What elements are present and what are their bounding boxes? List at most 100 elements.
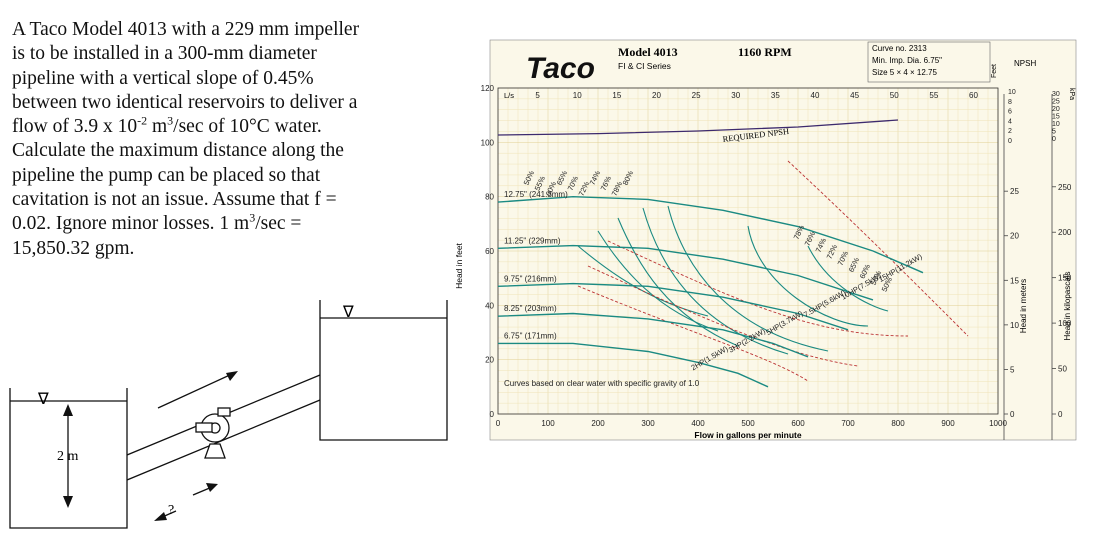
npsh-feet-tick: 4 <box>1008 118 1012 125</box>
meter-tick-label: 0 <box>1010 410 1015 419</box>
impeller-curve-label: 6.75" (171mm) <box>504 331 557 340</box>
ls-tick-label: 30 <box>731 91 740 100</box>
y-tick-label: 100 <box>481 138 495 147</box>
npsh-required-curve <box>497 119 899 136</box>
problem-line: 15,850.32 gpm. <box>12 237 135 259</box>
brand-logo: Taco <box>526 52 595 85</box>
npsh-title: NPSH <box>1014 59 1036 68</box>
npsh-kpa-tick: 25 <box>1052 99 1060 106</box>
x-tick-label: 900 <box>941 419 955 428</box>
x-tick-label: 700 <box>841 419 855 428</box>
npsh-kpa-tick: 10 <box>1052 121 1060 128</box>
y-tick-label: 0 <box>490 410 495 419</box>
meter-tick-label: 5 <box>1010 365 1015 374</box>
y-tick-label: 40 <box>485 301 494 310</box>
left-water-symbol: ∇ <box>37 391 49 408</box>
pipe-bottom <box>126 399 321 481</box>
kpa-tick-label: 150 <box>1058 274 1072 283</box>
problem-line: flow of 3.9 x 10-2 m3/sec of 10°C water. <box>12 113 322 138</box>
ls-tick-label: 40 <box>811 91 820 100</box>
pump-icon <box>195 407 231 459</box>
flow-arrow <box>157 373 233 409</box>
problem-statement: A Taco Model 4013 with a 229 mm impeller… <box>12 18 452 261</box>
ls-tick-label: 45 <box>850 91 859 100</box>
kpa-tick-label: 50 <box>1058 365 1067 374</box>
kpa-tick-label: 200 <box>1058 228 1072 237</box>
ls-tick-label: 25 <box>692 91 701 100</box>
x-axis-label: Flow in gallons per minute <box>694 430 801 440</box>
npsh-kpa-tick: 30 <box>1052 91 1060 98</box>
head-curve <box>497 282 849 331</box>
head-curve <box>497 312 809 358</box>
right-reservoir <box>319 300 448 441</box>
npsh-kpa-tick: 5 <box>1052 129 1056 136</box>
meter-tick-label: 15 <box>1010 276 1019 285</box>
y-axis-label: Head in feet <box>454 242 464 288</box>
y-tick-label: 20 <box>485 356 494 365</box>
y-tick-label: 80 <box>485 193 494 202</box>
x-tick-label: 100 <box>541 419 555 428</box>
x-tick-label: 500 <box>741 419 755 428</box>
clear-water-note: Curves based on clear water with specifi… <box>504 379 700 388</box>
ls-tick-label: 5 <box>535 91 540 100</box>
problem-line: pipeline the pump can be placed so that <box>12 164 321 186</box>
pump-size: Size 5 × 4 × 12.75 <box>872 68 937 77</box>
speed-label: 1160 RPM <box>738 45 792 59</box>
impeller-curve-label: 8.25" (203mm) <box>504 304 557 313</box>
model-label: Model 4013 <box>618 45 678 59</box>
depth-label: 2 m <box>57 449 79 464</box>
meter-tick-label: 25 <box>1010 187 1019 196</box>
pump-performance-chart: Taco Model 4013 FI & CI Series 1160 RPM … <box>448 36 1080 448</box>
npsh-feet-unit: Feet <box>991 64 998 78</box>
curve-number: Curve no. 2313 <box>872 44 927 53</box>
npsh-kpa-tick: 0 <box>1052 136 1056 143</box>
problem-line: cavitation is not an issue. Assume that … <box>12 189 337 211</box>
meter-tick-label: 10 <box>1010 321 1019 330</box>
left-reservoir <box>9 388 128 529</box>
npsh-feet-tick: 6 <box>1008 109 1012 116</box>
problem-line: is to be installed in a 300-mm diameter <box>12 43 317 65</box>
x-tick-label: 1000 <box>989 419 1007 428</box>
horsepower-lines <box>577 160 969 382</box>
right-axes: 0510152025050100150200250108642030252015… <box>991 59 1075 440</box>
npsh-kpa-unit: kPa <box>1068 88 1075 100</box>
series-label: FI & CI Series <box>618 61 671 71</box>
head-curve <box>497 195 924 274</box>
problem-line: A Taco Model 4013 with a 229 mm impeller <box>12 19 360 40</box>
right-water-symbol: ∇ <box>342 304 354 321</box>
impeller-curve-label: 9.75" (216mm) <box>504 274 557 283</box>
problem-line: 0.02. Ignore minor losses. 1 m3/sec = <box>12 210 302 235</box>
problem-line: Calculate the maximum distance along the <box>12 140 344 162</box>
ls-tick-label: 20 <box>652 91 661 100</box>
ls-tick-label: 15 <box>612 91 621 100</box>
x-tick-label: 300 <box>641 419 655 428</box>
ls-tick-label: 35 <box>771 91 780 100</box>
reservoir-pump-sketch: ∇ ∇ 2 m ? <box>9 300 448 529</box>
npsh-kpa-tick: 20 <box>1052 106 1060 113</box>
ls-tick-label: 60 <box>969 91 978 100</box>
y-tick-label: 60 <box>485 247 494 256</box>
problem-line: between two identical reservoirs to deli… <box>12 91 358 113</box>
kpa-tick-label: 100 <box>1058 319 1072 328</box>
x-tick-label: 600 <box>791 419 805 428</box>
impeller-curve-label: 12.75" (241.3mm) <box>504 190 568 199</box>
head-curve <box>497 244 874 301</box>
npsh-feet-tick: 2 <box>1008 128 1012 135</box>
problem-line: pipeline with a vertical slope of 0.45% <box>12 67 314 89</box>
impeller-curve-label: 11.25" (229mm) <box>504 236 561 245</box>
x-tick-label: 200 <box>591 419 605 428</box>
x-tick-label: 0 <box>496 419 501 428</box>
x-tick-label: 400 <box>691 419 705 428</box>
ls-tick-label: 55 <box>929 91 938 100</box>
ls-tick-label: 10 <box>573 91 582 100</box>
npsh-feet-tick: 8 <box>1008 99 1012 106</box>
min-impeller: Min. Imp. Dia. 6.75" <box>872 56 942 65</box>
npsh-feet-tick: 0 <box>1008 138 1012 145</box>
kpa-tick-label: 0 <box>1058 410 1063 419</box>
chart-header: Taco Model 4013 FI & CI Series 1160 RPM … <box>526 41 991 85</box>
npsh-feet-tick: 10 <box>1008 89 1016 96</box>
efficiency-contours <box>577 205 889 355</box>
y-tick-label: 120 <box>481 84 495 93</box>
ls-axis-label: L/s <box>504 91 514 100</box>
head-kpa-label: Head in kilopascals <box>1063 272 1072 341</box>
